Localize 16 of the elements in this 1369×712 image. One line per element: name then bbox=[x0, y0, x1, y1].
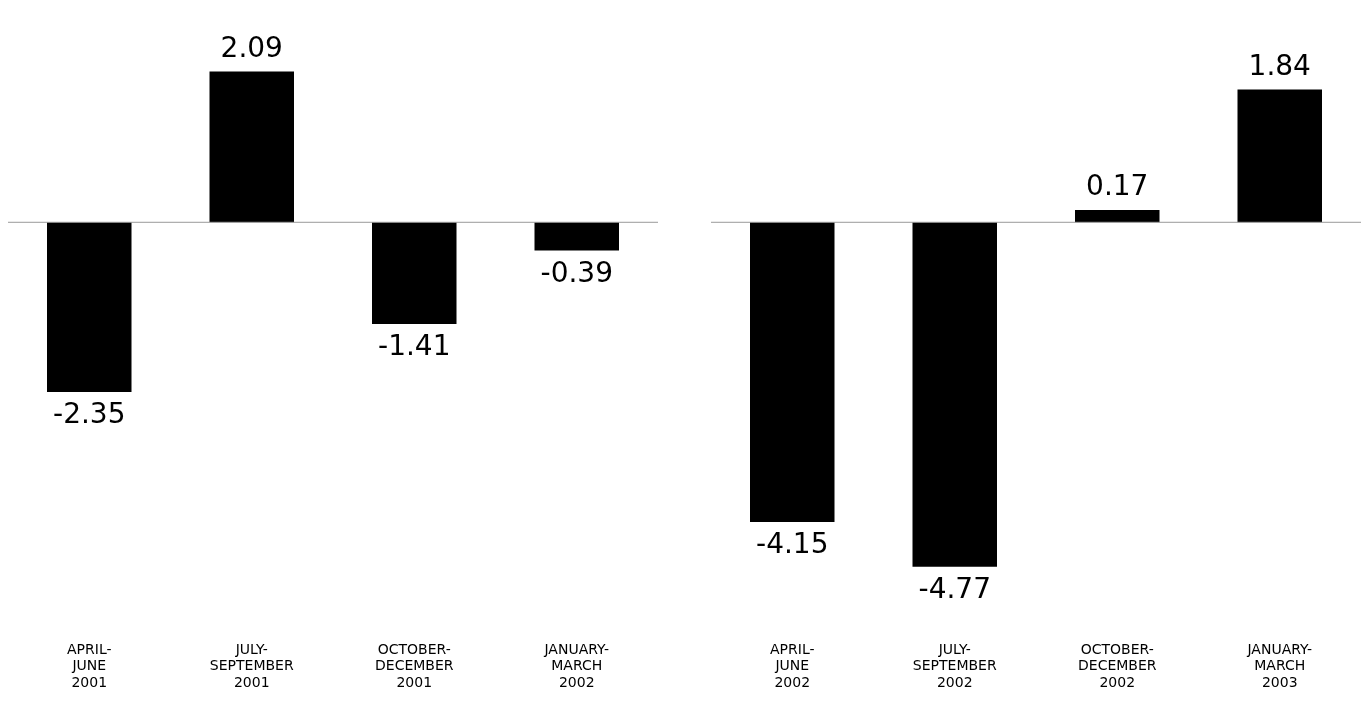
data-label: -4.15 bbox=[756, 527, 829, 561]
x-tick-label: APRIL- JUNE 2002 bbox=[770, 640, 815, 691]
data-label: -1.41 bbox=[378, 329, 451, 363]
x-tick-label: JULY- SEPTEMBER 2002 bbox=[912, 640, 997, 691]
x-tick-label: JANUARY- MARCH 2003 bbox=[1246, 640, 1313, 691]
x-tick-label: OCTOBER- DECEMBER 2002 bbox=[1077, 640, 1157, 691]
data-label: -0.39 bbox=[540, 255, 613, 289]
data-label: 0.17 bbox=[1086, 169, 1149, 203]
x-tick-label: JULY- SEPTEMBER 2001 bbox=[209, 640, 294, 691]
x-tick-label: OCTOBER- DECEMBER 2001 bbox=[374, 640, 454, 691]
data-label: -2.35 bbox=[53, 397, 126, 431]
data-label: 1.84 bbox=[1248, 48, 1311, 82]
x-tick-label: JANUARY- MARCH 2002 bbox=[543, 640, 610, 691]
data-label: 2.09 bbox=[220, 30, 283, 64]
x-tick-label: APRIL- JUNE 2001 bbox=[67, 640, 112, 691]
data-label: -4.77 bbox=[918, 572, 991, 605]
